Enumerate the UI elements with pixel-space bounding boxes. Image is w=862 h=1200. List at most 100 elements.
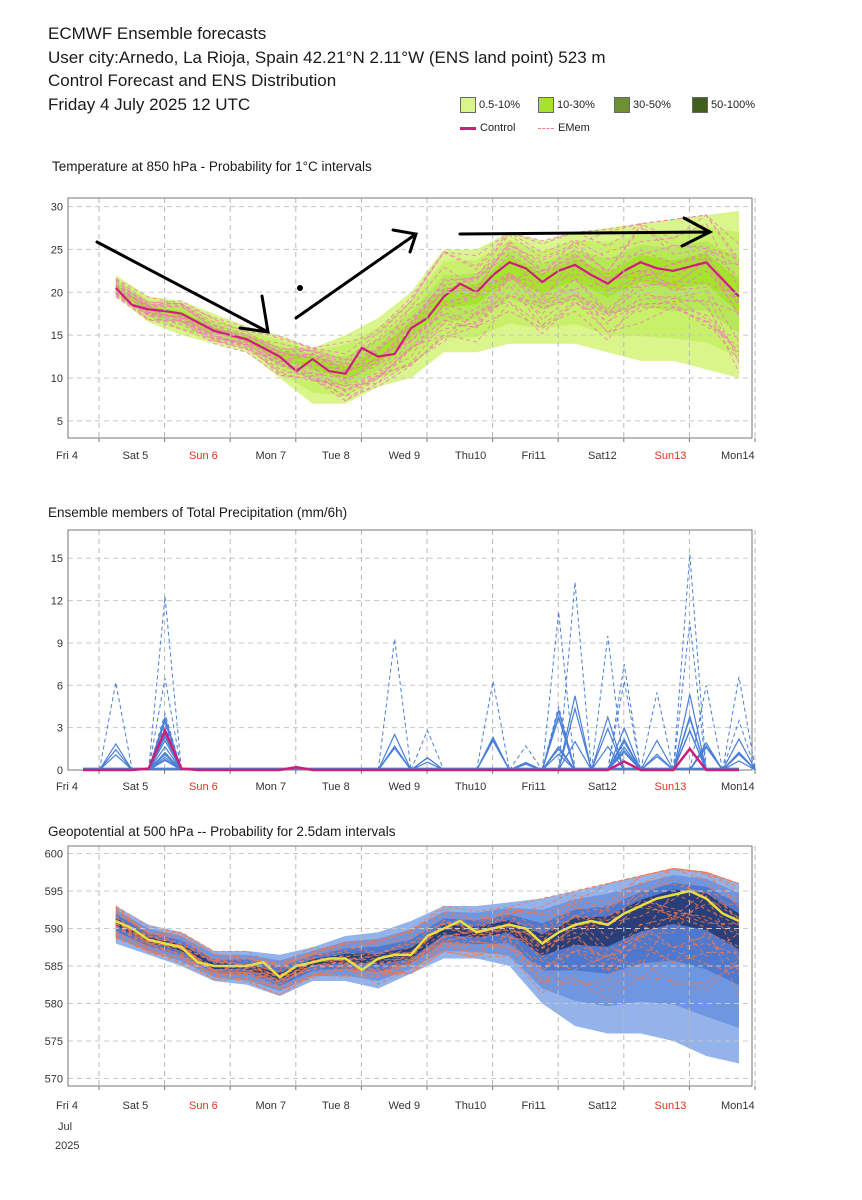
legend-emem-line xyxy=(538,127,554,129)
x-tick-label: Mon14 xyxy=(721,781,755,793)
ensemble-member-line xyxy=(115,867,740,965)
ensemble-member-line xyxy=(115,912,740,977)
ensemble-member-line xyxy=(115,272,740,388)
x-year-label: 2025 xyxy=(55,1140,79,1152)
precip-member-line xyxy=(98,742,133,771)
x-tick-label: Wed 9 xyxy=(389,781,421,793)
precip-member-line xyxy=(722,676,756,771)
x-tick-label: Thu10 xyxy=(455,781,486,793)
x-tick-label: Fri11 xyxy=(522,450,546,462)
precip-member-line xyxy=(508,745,543,771)
y-tick-label: 6 xyxy=(57,680,63,692)
ensemble-member-line xyxy=(115,227,740,372)
ensemble-member-line xyxy=(115,231,740,367)
x-tick-label: Sat 5 xyxy=(123,1100,149,1112)
arrow-right-icon xyxy=(458,216,714,248)
ensemble-member-line xyxy=(115,240,740,361)
precip-member-line xyxy=(98,682,133,771)
ensemble-2 xyxy=(115,867,740,1064)
precip-member-line xyxy=(722,737,756,771)
x-tick-label: Sun13 xyxy=(655,450,687,462)
legend-label-3: 50-100% xyxy=(711,99,756,111)
legend-control: Control xyxy=(460,122,515,134)
precip-member-line xyxy=(148,759,182,771)
probability-band-2 xyxy=(115,882,740,986)
precip-member-line xyxy=(541,747,576,771)
precip-member-line xyxy=(672,694,707,771)
x-tick-label: Thu10 xyxy=(455,1100,486,1112)
precip-member-line xyxy=(607,746,642,771)
ensemble-member-line xyxy=(115,867,740,965)
x-tick-label: Sat 5 xyxy=(123,781,149,793)
y-tick-label: 12 xyxy=(51,596,63,608)
arrow-up-icon xyxy=(294,228,418,320)
x-tick-label: Fri11 xyxy=(522,781,546,793)
y-tick-label: 20 xyxy=(51,287,63,299)
precip-members xyxy=(83,553,756,772)
legend-item-2: 30-50% xyxy=(614,97,671,113)
y-tick-label: 15 xyxy=(51,553,63,565)
precip-member-line xyxy=(148,756,182,771)
x-tick-label: Thu10 xyxy=(455,450,486,462)
precip-member-line xyxy=(640,753,674,771)
precipitation-chart: 0 3 6 9 12 15 Fri 4 Sat 5 Sun 6 Mon 7 Tue 8 Wed 9 Th… xyxy=(51,529,756,793)
precip-member-line xyxy=(98,748,133,771)
x-tick-label: Sun 6 xyxy=(189,1100,218,1112)
precip-member-line xyxy=(541,715,576,771)
y-tick-label: 570 xyxy=(45,1074,63,1086)
ensemble-member-line xyxy=(115,296,740,397)
temperature-chart: 5 10 15 20 25 30 Fri 4 Sat 5 Sun 6 Mon 7 Tue 8 Wed … xyxy=(51,197,756,462)
header-title: ECMWF Ensemble forecasts xyxy=(48,24,267,43)
header-date: Friday 4 July 2025 12 UTC xyxy=(48,94,251,114)
x-tick-label: Sun 6 xyxy=(189,781,218,793)
legend-swatch-2 xyxy=(614,97,630,113)
arrow-down-icon xyxy=(95,240,270,334)
precip-member-line xyxy=(476,735,510,771)
x-tick-label: Tue 8 xyxy=(322,1100,350,1112)
x-tick-label: Fri 4 xyxy=(56,450,78,462)
ensemble-member-line xyxy=(115,294,740,379)
x-tick-label: Mon14 xyxy=(721,450,755,462)
legend-item-3: 50-100% xyxy=(692,97,755,113)
ensemble-member-line xyxy=(115,258,740,380)
legend: 0.5-10% 10-30% 30-50% 50-100% Control EM… xyxy=(458,96,778,140)
legend-swatch-0 xyxy=(460,97,476,113)
legend-label-1: 10-30% xyxy=(557,99,595,111)
x-tick-label: Sat12 xyxy=(588,1100,617,1112)
plot-frame xyxy=(67,197,753,439)
precip-member-line xyxy=(640,739,674,771)
axes-2: 570 575 580 585 590 595 600 Fri 4 Sat 5 Sun 6 Mon … xyxy=(45,845,756,1112)
x-tick-label: Tue 8 xyxy=(322,450,350,462)
precipitation-panel-title: Ensemble members of Total Precipitation … xyxy=(48,505,348,520)
x-tick-label: Fri11 xyxy=(522,1100,546,1112)
legend-swatch-3 xyxy=(692,97,708,113)
y-tick-label: 600 xyxy=(45,849,63,861)
precip-member-line xyxy=(410,761,445,771)
precip-member-line xyxy=(590,635,625,771)
x-tick-label: Sat 5 xyxy=(123,450,149,462)
legend-item-0: 0.5-10% xyxy=(460,97,520,113)
x-tick-label: Tue 8 xyxy=(322,781,350,793)
ensemble-member-line xyxy=(115,262,740,393)
ensemble-member-line xyxy=(115,926,740,991)
x-tick-label: Fri 4 xyxy=(56,781,78,793)
precip-member-line xyxy=(558,706,592,771)
y-tick-label: 580 xyxy=(45,999,63,1011)
ensemble-member-line xyxy=(115,222,740,364)
precip-member-line xyxy=(722,719,756,771)
temperature-panel-title: Temperature at 850 hPa - Probability for… xyxy=(52,159,372,174)
x-tick-label: Wed 9 xyxy=(389,450,421,462)
x-month-label: Jul xyxy=(58,1121,72,1133)
precip-member-line xyxy=(607,749,642,771)
precip-member-line xyxy=(672,553,707,771)
header-subtitle: Control Forecast and ENS Distribution xyxy=(48,71,337,90)
legend-emem-label: EMem xyxy=(558,122,590,134)
x-tick-label: Mon14 xyxy=(721,1100,755,1112)
ensemble-member-line xyxy=(115,214,740,349)
x-tick-label: Sat12 xyxy=(588,450,617,462)
legend-label-2: 30-50% xyxy=(633,99,671,111)
control-line xyxy=(83,727,739,772)
geopotential-panel-title: Geopotential at 500 hPa -- Probability f… xyxy=(48,824,396,839)
precip-member-line xyxy=(672,729,707,771)
hand-drawn-arrows xyxy=(95,216,714,334)
